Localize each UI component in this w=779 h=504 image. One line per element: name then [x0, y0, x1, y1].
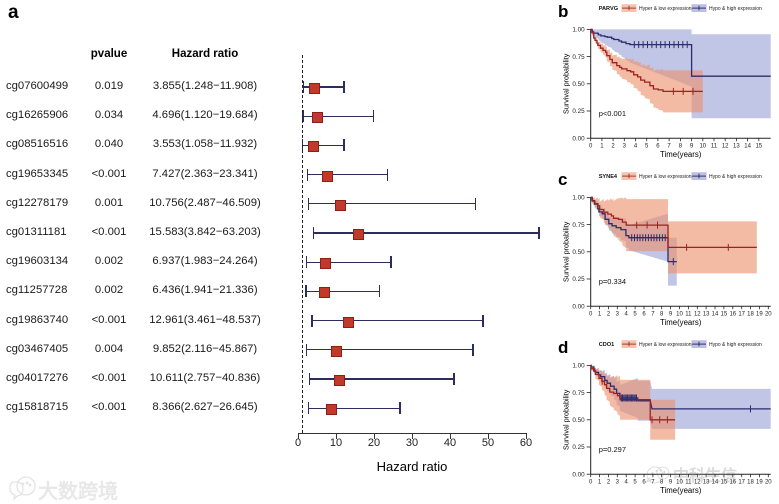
- svg-text:5: 5: [633, 480, 637, 486]
- svg-text:0.25: 0.25: [572, 444, 585, 451]
- svg-text:p=0.297: p=0.297: [599, 445, 626, 454]
- svg-text:Hypo & high expression: Hypo & high expression: [709, 342, 762, 348]
- svg-text:0.00: 0.00: [572, 471, 585, 478]
- svg-text:Hyper & low expression: Hyper & low expression: [639, 342, 692, 348]
- svg-text:1.00: 1.00: [572, 363, 585, 370]
- svg-text:0.50: 0.50: [572, 417, 585, 424]
- svg-text:大数跨境: 大数跨境: [38, 479, 118, 503]
- svg-text:Survival probability: Survival probability: [562, 389, 571, 450]
- svg-text:2: 2: [607, 480, 611, 486]
- svg-text:中科生信: 中科生信: [673, 466, 737, 485]
- svg-text:1: 1: [598, 480, 602, 486]
- svg-text:0.75: 0.75: [572, 390, 585, 397]
- svg-text:3: 3: [616, 480, 620, 486]
- svg-text:0: 0: [589, 480, 593, 486]
- svg-text:CDO1: CDO1: [599, 342, 615, 348]
- svg-text:4: 4: [625, 480, 629, 486]
